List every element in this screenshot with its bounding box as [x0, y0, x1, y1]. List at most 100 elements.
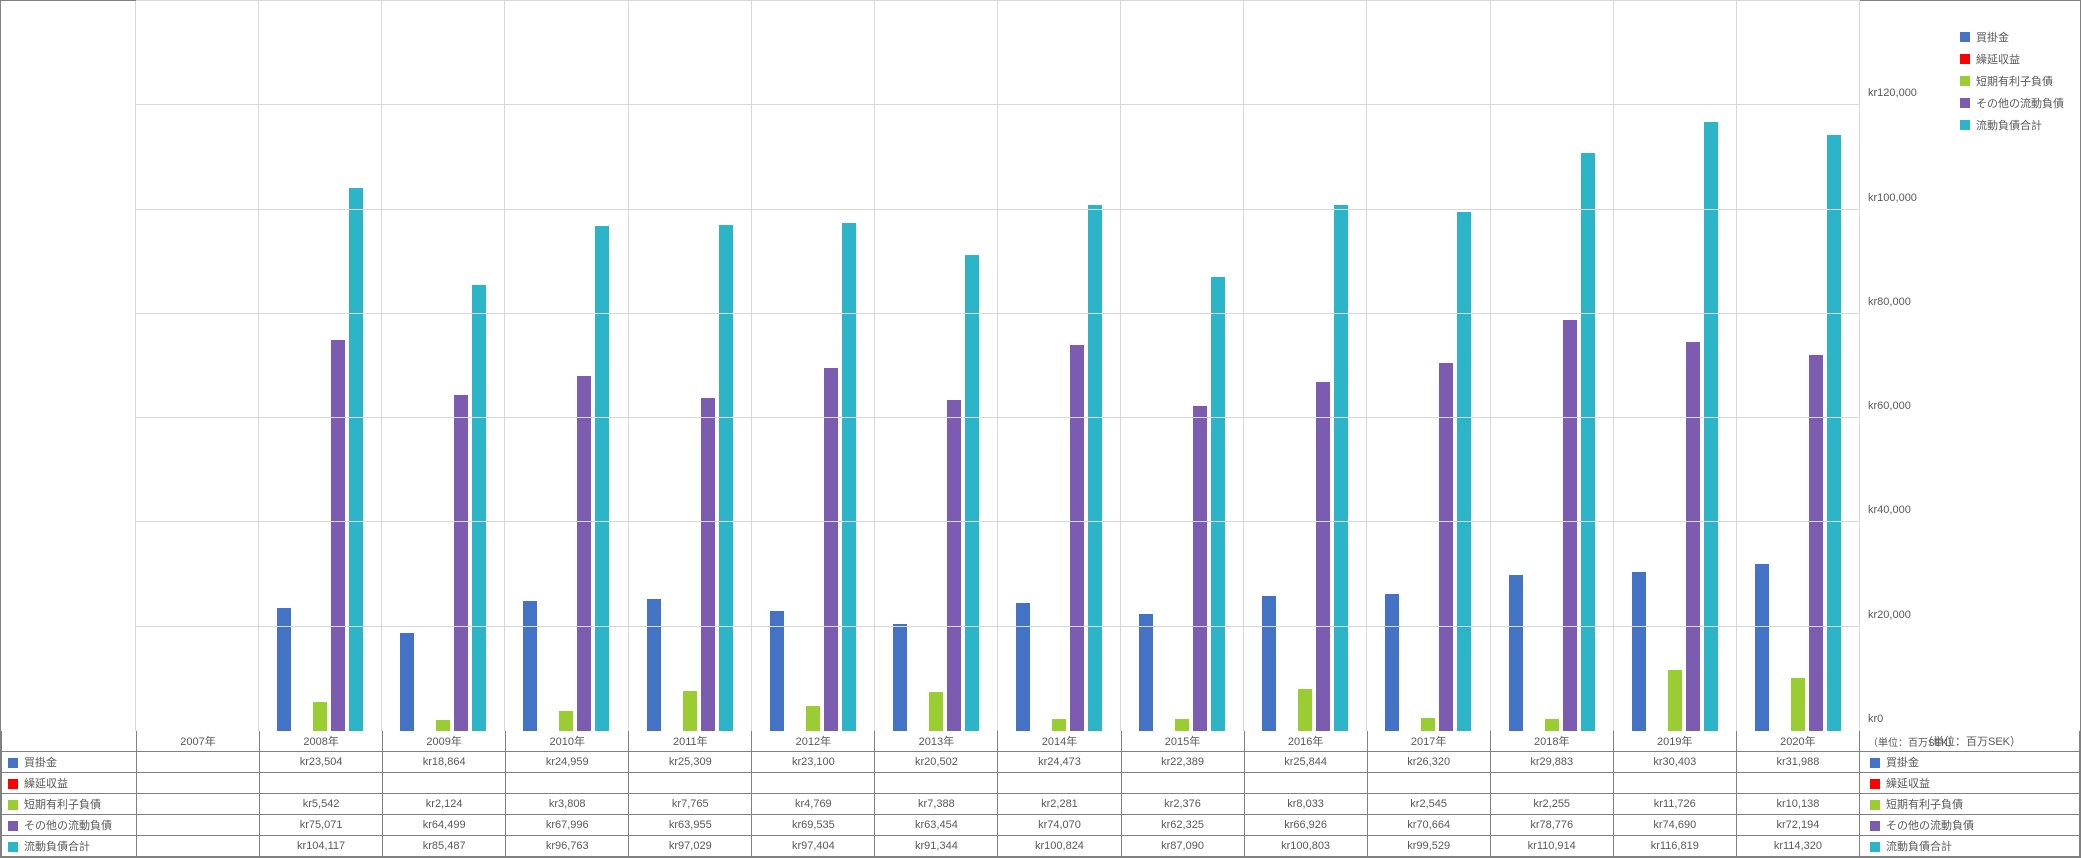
data-cell: [629, 773, 752, 794]
bar-st: [1791, 678, 1805, 731]
data-cell: kr67,996: [506, 815, 629, 836]
legend-item: 繰延収益: [1960, 51, 2080, 67]
y-tick: kr100,000: [1860, 192, 1917, 204]
data-cell: [1367, 773, 1490, 794]
data-cell: kr30,403: [1613, 752, 1736, 773]
legend-right: 買掛金繰延収益短期有利子負債その他の流動負債流動負債合計: [1950, 1, 2080, 731]
bar-tot: [1334, 205, 1348, 731]
legend-item: 買掛金: [1960, 29, 2080, 45]
year-header: 2012年: [752, 731, 875, 752]
series-header: 買掛金: [2, 752, 137, 773]
year-header: 2013年: [875, 731, 998, 752]
data-table: 2007年2008年2009年2010年2011年2012年2013年2014年…: [0, 731, 2081, 858]
data-cell: kr97,029: [629, 836, 752, 857]
data-cell: kr11,726: [1613, 794, 1736, 815]
data-cell: kr70,664: [1367, 815, 1490, 836]
legend-label: 短期有利子負債: [1976, 73, 2053, 89]
data-cell: kr2,281: [998, 794, 1121, 815]
data-cell: kr25,844: [1244, 752, 1367, 773]
series-header: 流動負債合計: [2, 836, 137, 857]
data-cell: kr97,404: [752, 836, 875, 857]
legend-label: 繰延収益: [1976, 51, 2020, 67]
series-label: 短期有利子負債: [24, 799, 101, 811]
series-label: その他の流動負債: [1886, 820, 1974, 832]
series-label: 繰延収益: [24, 778, 68, 790]
data-cell: [998, 773, 1121, 794]
y-axis: kr0kr20,000kr40,000kr60,000kr80,000kr100…: [1860, 1, 1950, 731]
series-label: 短期有利子負債: [1886, 799, 1963, 811]
data-cell: kr7,765: [629, 794, 752, 815]
legend-item: 短期有利子負債: [1960, 73, 2080, 89]
bar-oth: [1439, 363, 1453, 731]
data-cell: kr74,690: [1613, 815, 1736, 836]
left-spacer: [1, 1, 136, 731]
year-header: 2011年: [629, 731, 752, 752]
data-cell: kr24,473: [998, 752, 1121, 773]
data-cell: kr104,117: [260, 836, 383, 857]
series-swatch: [8, 758, 18, 768]
bar-tot: [965, 255, 979, 731]
y-axis-unit: （単位：百万SEK）: [1860, 734, 1958, 749]
legend-swatch: [1960, 54, 1970, 64]
series-label: 繰延収益: [1886, 778, 1930, 790]
bar-ap: [647, 599, 661, 731]
bar-tot: [842, 223, 856, 731]
y-tick: kr60,000: [1860, 400, 1911, 412]
bar-oth: [1070, 345, 1084, 731]
year-header: 2009年: [383, 731, 506, 752]
series-label-right: 流動負債合計: [1860, 836, 2080, 857]
year-column: [1121, 1, 1244, 731]
legend-swatch: [1960, 76, 1970, 86]
data-cell: kr100,803: [1244, 836, 1367, 857]
data-cell: [1244, 773, 1367, 794]
data-cell: kr96,763: [506, 836, 629, 857]
data-cell: [137, 836, 260, 857]
bar-oth: [1193, 406, 1207, 731]
y-tick: kr20,000: [1860, 609, 1911, 621]
bar-ap: [1016, 603, 1030, 731]
series-swatch: [1870, 779, 1880, 789]
legend-swatch: [1960, 98, 1970, 108]
series-header: 短期有利子負債: [2, 794, 137, 815]
bar-ap: [277, 608, 291, 731]
data-cell: kr2,255: [1490, 794, 1613, 815]
year-column: [136, 1, 259, 731]
bar-oth: [1809, 355, 1823, 731]
bar-st: [683, 691, 697, 731]
data-cell: kr99,529: [1367, 836, 1490, 857]
legend-item: 流動負債合計: [1960, 117, 2080, 133]
bar-st: [1298, 689, 1312, 731]
series-label: 買掛金: [24, 757, 57, 769]
data-cell: kr8,033: [1244, 794, 1367, 815]
bar-oth: [824, 368, 838, 731]
series-label-right: 短期有利子負債: [1860, 794, 2080, 815]
series-label: その他の流動負債: [24, 820, 112, 832]
data-cell: kr63,454: [875, 815, 998, 836]
year-column: [1367, 1, 1490, 731]
series-label: 買掛金: [1886, 757, 1919, 769]
bar-oth: [1563, 320, 1577, 731]
bar-oth: [1686, 342, 1700, 731]
data-cell: kr85,487: [383, 836, 506, 857]
series-swatch: [1870, 800, 1880, 810]
data-cell: [137, 773, 260, 794]
data-cell: kr18,864: [383, 752, 506, 773]
data-cell: [752, 773, 875, 794]
year-column: [875, 1, 998, 731]
bar-ap: [1509, 575, 1523, 731]
y-tick: kr40,000: [1860, 504, 1911, 516]
series-swatch: [1870, 842, 1880, 852]
data-cell: kr91,344: [875, 836, 998, 857]
bar-st: [1052, 719, 1066, 731]
year-column: [382, 1, 505, 731]
bar-ap: [1262, 596, 1276, 731]
bar-tot: [1088, 205, 1102, 731]
data-cell: kr29,883: [1490, 752, 1613, 773]
year-header: 2014年: [998, 731, 1121, 752]
legend-swatch: [1960, 32, 1970, 42]
data-cell: [875, 773, 998, 794]
data-cell: [1490, 773, 1613, 794]
data-cell: kr2,376: [1121, 794, 1244, 815]
bar-tot: [1457, 212, 1471, 731]
chart-plot-row: kr0kr20,000kr40,000kr60,000kr80,000kr100…: [0, 0, 2081, 731]
